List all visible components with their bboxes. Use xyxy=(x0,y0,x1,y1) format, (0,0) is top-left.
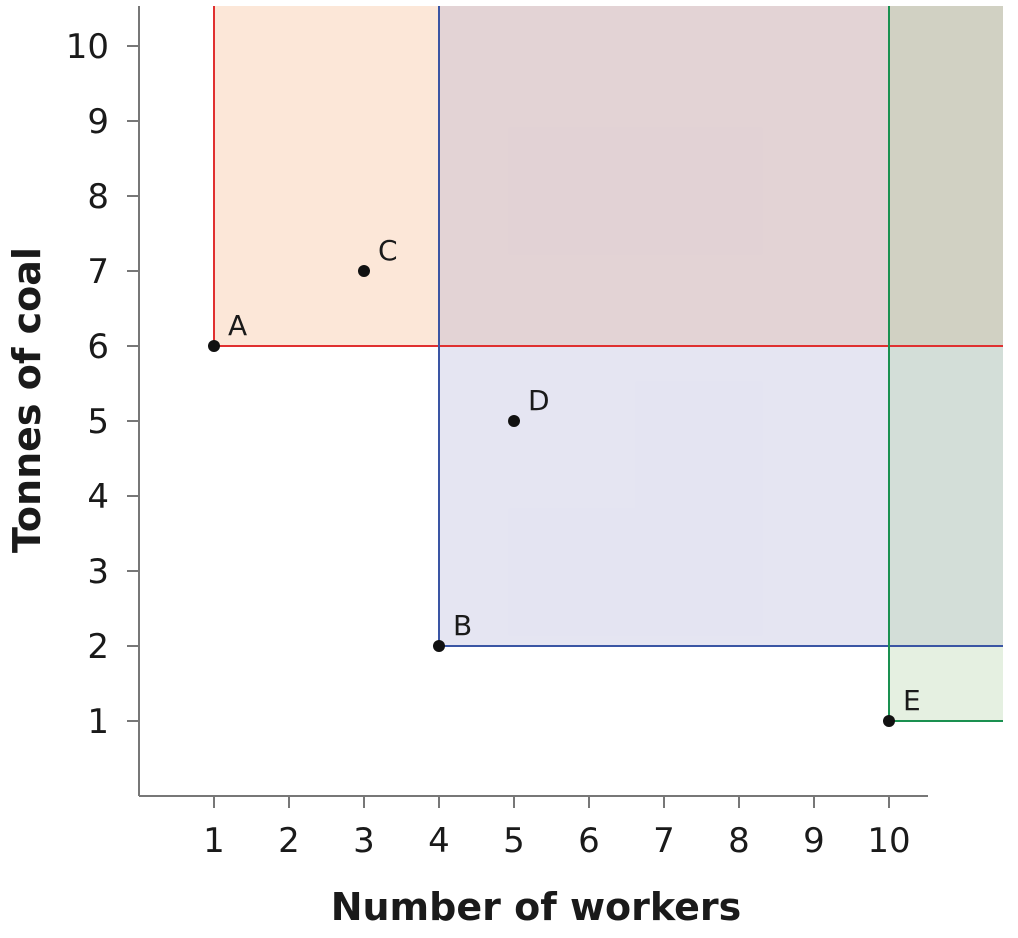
point-label-c: C xyxy=(378,234,398,267)
point-e xyxy=(883,715,895,727)
x-tick-label-2: 2 xyxy=(278,821,300,861)
dominance-regions xyxy=(213,6,1003,722)
axes xyxy=(138,6,928,797)
x-tick-label-7: 7 xyxy=(653,821,675,861)
x-tick-label-3: 3 xyxy=(353,821,375,861)
x-tick-label-6: 6 xyxy=(578,821,600,861)
point-b xyxy=(433,640,445,652)
y-tick-label-6: 6 xyxy=(87,327,109,367)
y-axis-title: Tonnes of coal xyxy=(5,247,49,553)
x-tick-label-9: 9 xyxy=(803,821,825,861)
y-tick-label-3: 3 xyxy=(87,552,109,592)
y-tick-label-4: 4 xyxy=(87,477,109,517)
point-label-a: A xyxy=(228,309,247,342)
y-tick-label-8: 8 xyxy=(87,177,109,217)
x-tick-label-4: 4 xyxy=(428,821,450,861)
y-tick-label-5: 5 xyxy=(87,402,109,442)
point-a xyxy=(208,340,220,352)
data-points: A B C D E xyxy=(208,234,921,727)
point-d xyxy=(508,415,520,427)
tick-marks: 1 2 3 4 5 6 7 8 9 10 1 2 3 4 5 6 7 8 9 10 xyxy=(66,27,911,861)
x-tick-label-8: 8 xyxy=(728,821,750,861)
y-tick-label-9: 9 xyxy=(87,102,109,142)
region-a-fill xyxy=(214,6,1003,346)
y-tick-label-2: 2 xyxy=(87,627,109,667)
x-tick-label-1: 1 xyxy=(203,821,225,861)
point-label-d: D xyxy=(528,384,550,417)
y-tick-label-7: 7 xyxy=(87,252,109,292)
point-label-b: B xyxy=(453,609,472,642)
y-tick-label-1: 1 xyxy=(87,702,109,742)
x-tick-label-5: 5 xyxy=(503,821,525,861)
y-tick-label-10: 10 xyxy=(66,27,109,67)
point-c xyxy=(358,265,370,277)
point-label-e: E xyxy=(903,684,921,717)
region-e-fill xyxy=(889,6,1003,721)
region-b-fill xyxy=(439,6,1003,646)
x-axis-title: Number of workers xyxy=(331,885,742,929)
x-tick-label-10: 10 xyxy=(867,821,910,861)
